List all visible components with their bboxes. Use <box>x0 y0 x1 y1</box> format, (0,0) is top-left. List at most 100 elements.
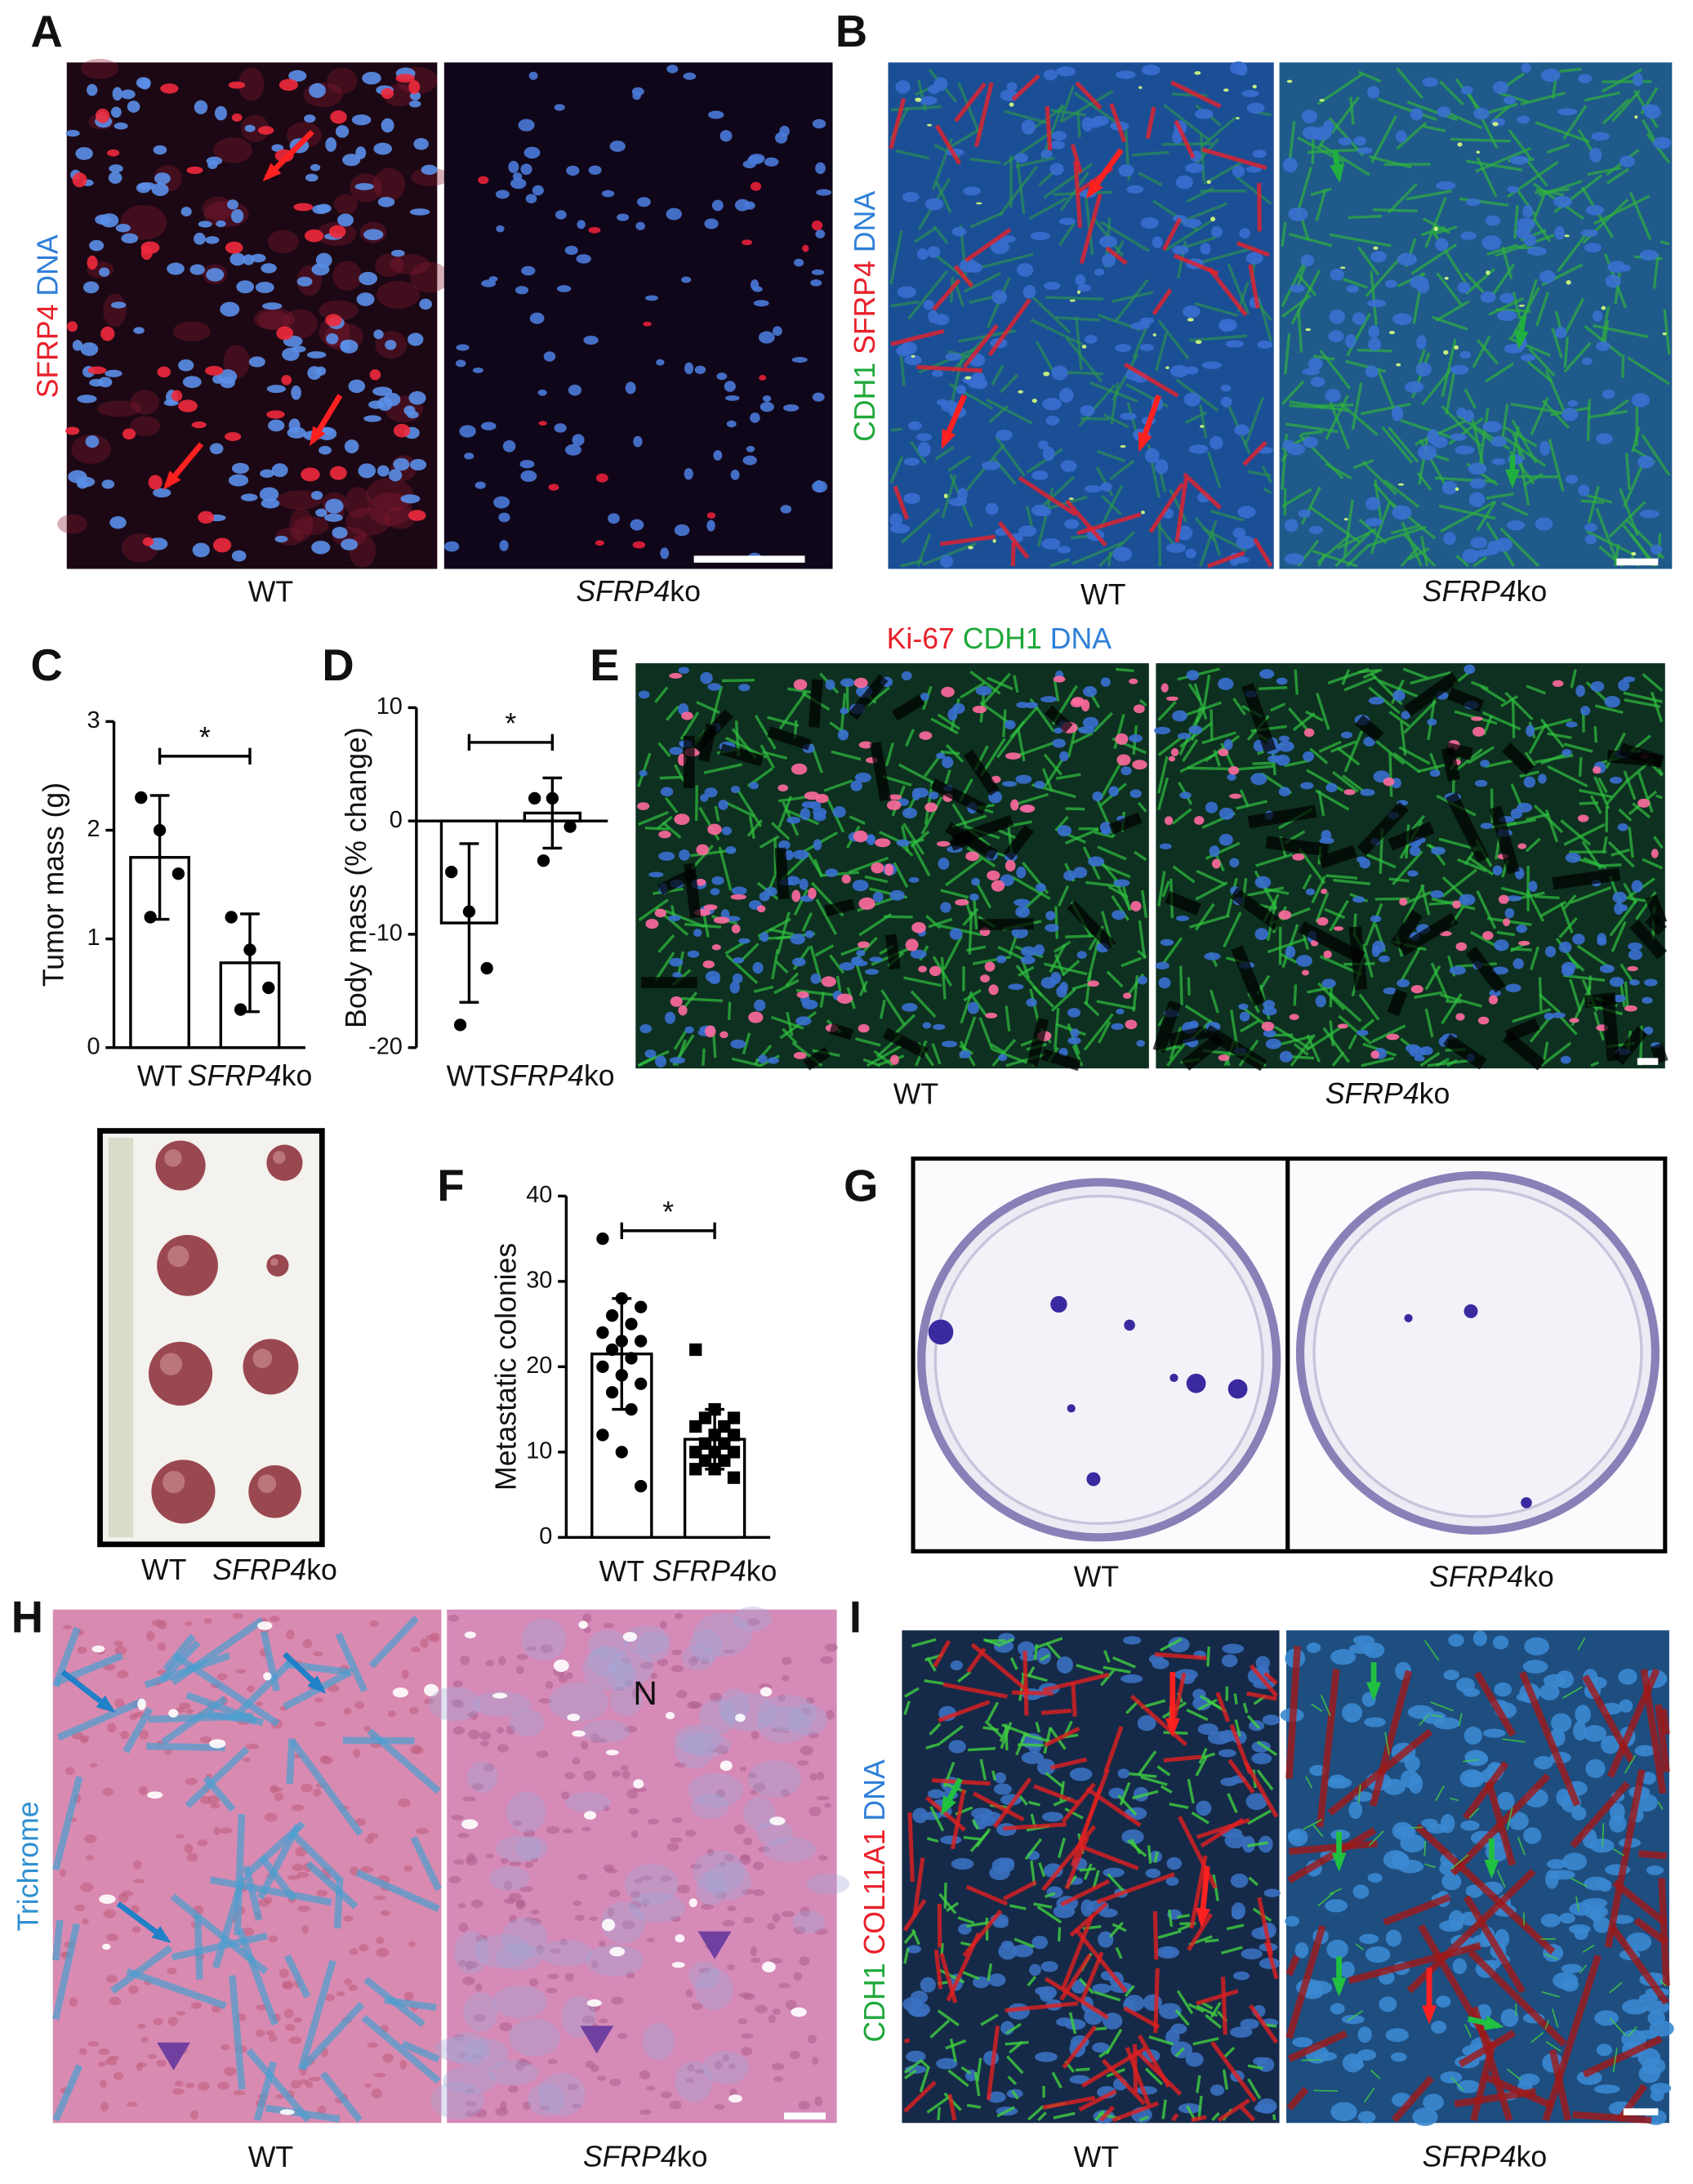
image-speck <box>1121 1829 1144 1845</box>
image-speck <box>622 1632 638 1642</box>
suffix: ko <box>282 1059 313 1092</box>
colony <box>1404 1313 1413 1323</box>
image-streak <box>911 842 931 877</box>
image-streak <box>1226 1923 1245 1931</box>
image-speck <box>911 788 921 801</box>
image-speck <box>1129 733 1143 742</box>
image-streak <box>1606 399 1629 416</box>
arrow-head <box>1085 179 1103 199</box>
image-speck <box>731 886 747 895</box>
image-speck <box>747 1618 760 1626</box>
image-streak <box>1541 399 1570 430</box>
image-speck <box>1482 930 1494 940</box>
image-streak <box>1317 534 1351 564</box>
image-speck <box>376 1937 385 1945</box>
image-speck <box>518 2058 528 2066</box>
image-speck <box>564 1972 574 1982</box>
image-speck <box>1201 361 1223 369</box>
image-streak <box>1602 98 1630 125</box>
image-speck <box>341 538 359 550</box>
image-speck <box>714 2104 725 2110</box>
image-streak <box>1289 400 1348 412</box>
image-speck <box>1492 458 1506 466</box>
image-speck <box>1342 1703 1363 1723</box>
image-streak <box>1093 711 1114 733</box>
image-streak <box>1432 315 1468 331</box>
panel-letter: G <box>844 1161 878 1210</box>
image-speck <box>395 74 415 83</box>
image-streak <box>1222 2069 1229 2090</box>
gene-name: SFRP4 <box>653 1555 746 1588</box>
image-streak <box>1587 493 1613 504</box>
image-streak <box>1364 903 1383 947</box>
image-speck <box>1517 115 1530 124</box>
image-speck <box>499 2022 513 2031</box>
image-streak <box>1312 1824 1324 1838</box>
image-streak <box>1570 885 1612 904</box>
image-speck <box>811 220 823 231</box>
image-speck <box>1584 243 1602 253</box>
image-speck <box>1321 978 1336 988</box>
image-streak <box>760 744 775 769</box>
image-streak <box>51 1919 64 1961</box>
image-speck <box>791 2007 807 2017</box>
image-streak <box>1072 732 1094 744</box>
image-streak <box>963 271 1002 293</box>
image-speck <box>184 1843 194 1854</box>
image-streak <box>1073 91 1116 123</box>
image-speck <box>1265 1038 1282 1050</box>
image-streak <box>1317 790 1325 817</box>
image-streak <box>1110 382 1120 425</box>
image-speck <box>80 1737 89 1744</box>
image-speck <box>497 1727 505 1734</box>
image-speck <box>529 1978 538 1987</box>
image-speck <box>71 434 111 464</box>
image-speck <box>1363 1642 1385 1659</box>
image-speck <box>1111 1023 1124 1031</box>
image-speck <box>354 1700 365 1709</box>
image-streak <box>1660 240 1670 246</box>
image-speck <box>228 474 249 487</box>
image-streak <box>1100 1669 1116 1687</box>
image-speck <box>573 1900 582 1906</box>
image-speck <box>1592 310 1603 322</box>
image-streak <box>1011 74 1040 101</box>
image-speck <box>665 1011 675 1024</box>
image-speck <box>1459 894 1476 906</box>
image-speck <box>623 1625 671 1656</box>
image-speck <box>988 984 999 996</box>
image-speck <box>1075 274 1086 286</box>
data-point <box>596 1360 609 1374</box>
image-streak <box>1467 856 1495 876</box>
image-streak <box>1342 774 1366 793</box>
image-speck <box>1617 823 1628 831</box>
image-streak <box>1165 217 1216 252</box>
image-streak <box>1410 814 1426 831</box>
image-speck <box>1368 697 1385 705</box>
image-speck <box>996 955 1007 964</box>
image-speck <box>1441 480 1458 495</box>
image-speck <box>633 1779 644 1789</box>
image-speck <box>473 2013 486 2022</box>
image-speck <box>363 229 384 241</box>
image-speck <box>1544 1012 1554 1020</box>
image-streak <box>1109 459 1135 481</box>
data-point <box>689 1420 702 1433</box>
image-speck <box>732 973 743 984</box>
image-speck <box>772 1913 781 1923</box>
image-streak <box>1511 419 1538 464</box>
image-streak <box>1504 436 1547 467</box>
image-speck <box>78 2048 87 2055</box>
image-speck <box>384 506 417 529</box>
image-streak <box>1157 700 1177 721</box>
image-streak <box>1045 1892 1056 1898</box>
image-speck <box>337 213 354 227</box>
image-speck <box>1624 1005 1637 1012</box>
image-streak <box>801 912 813 932</box>
image-speck <box>332 261 362 291</box>
image-streak <box>1202 674 1211 710</box>
image-streak <box>1424 1863 1436 1869</box>
image-speck <box>403 1991 414 2002</box>
tumor-highlight <box>164 1149 182 1167</box>
image-streak <box>1309 506 1361 544</box>
